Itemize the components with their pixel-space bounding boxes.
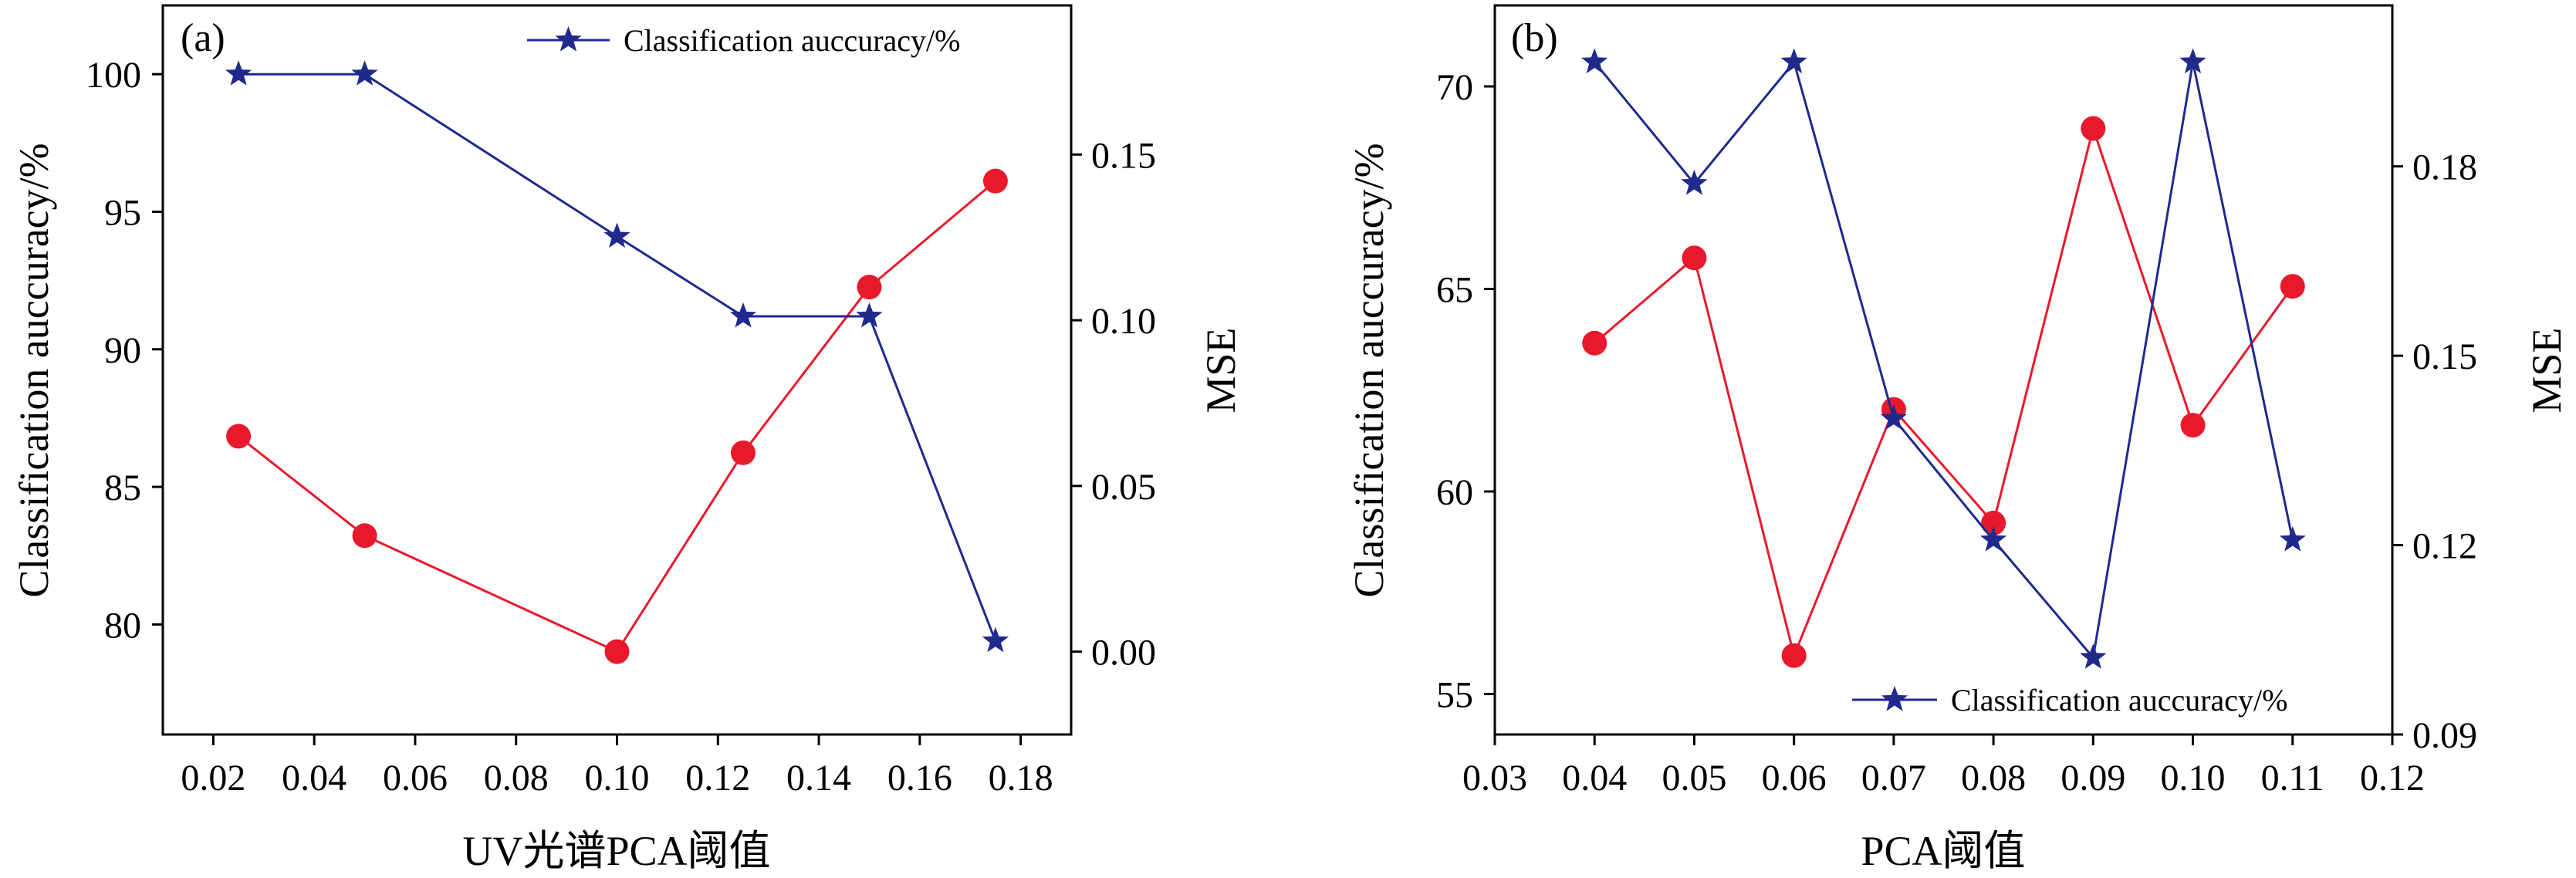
panel-a-accuracy-point (351, 60, 378, 86)
panel-b-accuracy-line (1594, 59, 2294, 660)
panel-b-mse-point (1682, 245, 1707, 271)
panel-b-letter: (b) (1511, 16, 1558, 60)
panel-b-legend-label: Classification auccuracy/% (1951, 683, 2287, 718)
panel-a-ytick-left-label: 85 (104, 468, 141, 508)
panel-b-accuracy-point (1980, 526, 2007, 552)
panel-a-mse-point (730, 440, 756, 465)
panel-a-xtick-label: 0.02 (181, 758, 245, 799)
panel-a-ytick-right-label: 0.00 (1091, 633, 1156, 674)
panel-b-mse-line (1594, 124, 2294, 660)
panel-a: (a) UV光谱PCA阈值 Classification auccuracy/%… (11, 4, 1244, 874)
panel-b-ytick-right-label: 0.09 (2412, 715, 2477, 756)
panel-a-marks: 0.02 0.04 0.06 0.08 0.10 0.12 0.14 0.16 0.18 80 85… (86, 55, 1156, 799)
panel-a-accuracy-point (982, 626, 1009, 653)
panel-a-ytick-right-label: 0.05 (1091, 467, 1156, 508)
panel-b-accuracy-point (1880, 404, 1907, 431)
panel-b-xtick-label: 0.07 (1861, 758, 1926, 799)
panel-b-ylabel-right: MSE (2524, 327, 2570, 413)
panel-b-xtick-label: 0.12 (2360, 758, 2425, 799)
panel-b-mse-point (1781, 643, 1807, 668)
panel-b-accuracy-point (1780, 48, 1807, 74)
panel-b-frame (1493, 4, 2394, 736)
panel-a-xtick-label: 0.10 (585, 758, 650, 799)
panel-b-ytick-right-label: 0.15 (2412, 336, 2477, 377)
panel-a-mse-line (238, 180, 996, 653)
panel-b-mse-point (1582, 330, 1607, 356)
panel-b-mse-point (2180, 413, 2206, 438)
panel-a-mse-point (857, 275, 882, 300)
panel-b-accuracy-point (1681, 170, 1708, 195)
panel-b-accuracy-point (2080, 643, 2107, 669)
panel-a-xtick-label: 0.08 (484, 758, 549, 799)
panel-a-accuracy-point (225, 60, 252, 86)
panel-a-mse-point (226, 424, 252, 449)
panel-b-mse-point (1981, 510, 2006, 535)
panel-b-ytick-right-label: 0.18 (2412, 147, 2477, 188)
panel-b-xtick-label: 0.03 (1462, 758, 1527, 799)
panel-a-mse-point (604, 639, 630, 664)
panel-b-xtick-label: 0.05 (1662, 758, 1726, 799)
panel-a-mse-point (982, 168, 1008, 194)
panel-a-xtick-label: 0.12 (685, 758, 750, 799)
panel-b-legend-star-icon (1881, 686, 1908, 711)
panel-b-accuracy-point (2279, 526, 2306, 552)
panel-a-ytick-left-label: 80 (104, 605, 141, 646)
panel-a-ytick-left-label: 100 (86, 55, 141, 96)
panel-b-ytick-right-label: 0.12 (2412, 526, 2477, 567)
panel-a-ylabel-right: MSE (1198, 327, 1244, 413)
panel-a-accuracy-point (729, 302, 757, 328)
panel-b-accuracy-point (1581, 48, 1608, 74)
panel-b-xtick-label: 0.04 (1562, 758, 1627, 799)
panel-a-legend-star-icon (555, 26, 582, 52)
panel-b-accuracy-point (2179, 48, 2206, 74)
panel-a-letter: (a) (181, 16, 225, 60)
panel-a-xtick-label: 0.06 (383, 758, 448, 799)
panel-a-ytick-right-label: 0.10 (1091, 301, 1156, 342)
panel-a-legend: Classification auccuracy/% (527, 23, 960, 58)
panel-a-ytick-left-label: 90 (104, 330, 141, 371)
panel-a-frame (161, 4, 1073, 736)
panel-b-ytick-left-label: 55 (1436, 675, 1473, 716)
panel-a-ytick-right-label: 0.15 (1091, 135, 1156, 176)
panel-a-mse-point (352, 523, 377, 549)
panel-a-accuracy-line (238, 73, 997, 642)
panel-b-ylabel-left: Classification auccuracy/% (1346, 143, 1392, 597)
panel-b-xtick-label: 0.06 (1762, 758, 1827, 799)
panel-a-xtick-label: 0.14 (786, 758, 851, 799)
panel-b-xtick-label: 0.10 (2161, 758, 2226, 799)
panel-b-marks: 0.03 0.04 0.05 0.06 0.07 0.08 0.09 0.10 0.11 0.12… (1436, 48, 2477, 799)
panel-a-xtick-label: 0.04 (282, 758, 347, 799)
panel-b-legend: Classification auccuracy/% (1852, 683, 2287, 718)
panel-a-xtick-label: 0.18 (989, 758, 1053, 799)
panel-b-mse-point (2280, 274, 2305, 299)
panel-b-ytick-left-label: 60 (1436, 472, 1473, 513)
panel-a-legend-label: Classification auccuracy/% (624, 23, 960, 58)
panel-a-ylabel-left: Classification auccuracy/% (11, 143, 57, 597)
panel-b-ytick-left-label: 70 (1436, 67, 1473, 108)
panel-b-xtick-label: 0.11 (2261, 758, 2324, 799)
panel-b-xtick-label: 0.08 (1961, 758, 2026, 799)
panel-b: (b) PCA阈值 Classification auccuracy/% MSE… (1346, 4, 2570, 874)
panel-b-xtick-label: 0.09 (2060, 758, 2125, 799)
panel-a-xlabel: UV光谱PCA阈值 (462, 828, 770, 874)
panel-a-xtick-label: 0.16 (887, 758, 952, 799)
panel-a-accuracy-point (856, 302, 883, 328)
panel-b-xlabel: PCA阈值 (1861, 828, 2025, 874)
panel-a-ytick-left-label: 95 (104, 192, 141, 233)
panel-b-ytick-left-label: 65 (1436, 270, 1473, 311)
panel-b-mse-point (2081, 116, 2106, 141)
panel-a-accuracy-point (603, 222, 630, 248)
